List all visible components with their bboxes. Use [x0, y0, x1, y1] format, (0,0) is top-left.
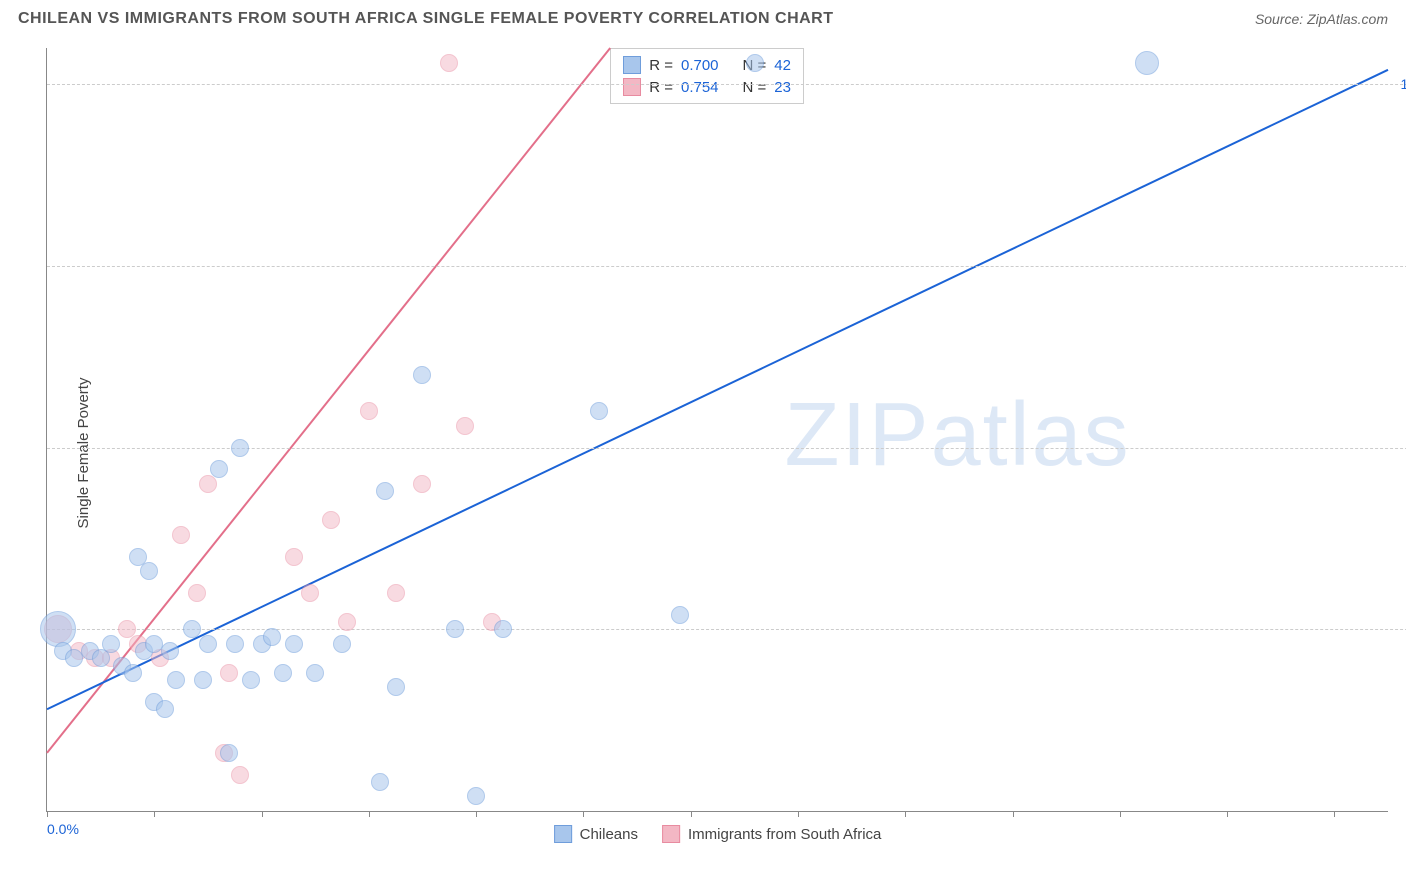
- data-point: [467, 787, 485, 805]
- data-point: [590, 402, 608, 420]
- data-point: [220, 664, 238, 682]
- data-point: [210, 460, 228, 478]
- data-point: [102, 635, 120, 653]
- x-tick: [47, 811, 48, 817]
- chart-header: CHILEAN VS IMMIGRANTS FROM SOUTH AFRICA …: [0, 0, 1406, 34]
- gridline: [47, 84, 1406, 85]
- data-point: [274, 664, 292, 682]
- data-point: [671, 606, 689, 624]
- data-point: [231, 439, 249, 457]
- n-label: N =: [743, 79, 767, 96]
- data-point: [446, 620, 464, 638]
- watermark-text: ZIPatlas: [785, 384, 1131, 487]
- data-point: [371, 773, 389, 791]
- chart-title: CHILEAN VS IMMIGRANTS FROM SOUTH AFRICA …: [18, 10, 834, 28]
- legend-label: Immigrants from South Africa: [688, 826, 881, 843]
- data-point: [231, 766, 249, 784]
- n-value: 42: [774, 57, 791, 74]
- data-point: [285, 635, 303, 653]
- data-point: [338, 613, 356, 631]
- data-point: [322, 511, 340, 529]
- x-tick: [691, 811, 692, 817]
- data-point: [360, 402, 378, 420]
- swatch-icon: [554, 825, 572, 843]
- data-point: [220, 744, 238, 762]
- data-point: [140, 562, 158, 580]
- chart-area: Single Female Poverty ZIPatlas R = 0.700…: [0, 38, 1406, 868]
- gridline: [47, 448, 1406, 449]
- x-tick: [798, 811, 799, 817]
- swatch-icon: [623, 56, 641, 74]
- legend-label: Chileans: [580, 826, 638, 843]
- data-point: [188, 584, 206, 602]
- data-point: [183, 620, 201, 638]
- data-point: [242, 671, 260, 689]
- gridline: [47, 629, 1406, 630]
- x-tick: [583, 811, 584, 817]
- source-name: ZipAtlas.com: [1307, 11, 1388, 27]
- series-legend: Chileans Immigrants from South Africa: [554, 825, 882, 843]
- r-label: R =: [649, 79, 673, 96]
- swatch-icon: [623, 78, 641, 96]
- data-point: [746, 54, 764, 72]
- data-point: [199, 635, 217, 653]
- data-point: [456, 417, 474, 435]
- data-point: [301, 584, 319, 602]
- x-tick: [1013, 811, 1014, 817]
- legend-row-south-africa: R = 0.754 N = 23: [623, 76, 791, 98]
- data-point: [387, 584, 405, 602]
- data-point: [387, 678, 405, 696]
- legend-item-chileans: Chileans: [554, 825, 638, 843]
- x-tick: [369, 811, 370, 817]
- plot-region: ZIPatlas R = 0.700 N = 42 R = 0.754 N = …: [46, 48, 1388, 812]
- trend-lines: [47, 48, 1388, 811]
- r-value: 0.754: [681, 79, 719, 96]
- r-label: R =: [649, 57, 673, 74]
- data-point: [285, 548, 303, 566]
- data-point: [494, 620, 512, 638]
- data-point: [167, 671, 185, 689]
- x-tick: [905, 811, 906, 817]
- x-tick: [1120, 811, 1121, 817]
- legend-item-south-africa: Immigrants from South Africa: [662, 825, 881, 843]
- legend-row-chileans: R = 0.700 N = 42: [623, 54, 791, 76]
- data-point: [226, 635, 244, 653]
- x-tick: [1334, 811, 1335, 817]
- data-point: [1135, 51, 1159, 75]
- y-tick-label: 100.0%: [1401, 76, 1406, 92]
- x-axis-zero: 0.0%: [47, 821, 79, 837]
- r-value: 0.700: [681, 57, 719, 74]
- data-point: [306, 664, 324, 682]
- data-point: [161, 642, 179, 660]
- x-tick: [1227, 811, 1228, 817]
- swatch-icon: [662, 825, 680, 843]
- data-point: [194, 671, 212, 689]
- source-prefix: Source:: [1255, 11, 1307, 27]
- n-value: 23: [774, 79, 791, 96]
- data-point: [172, 526, 190, 544]
- data-point: [40, 611, 76, 647]
- data-point: [124, 664, 142, 682]
- x-tick: [154, 811, 155, 817]
- data-point: [263, 628, 281, 646]
- data-point: [376, 482, 394, 500]
- data-point: [333, 635, 351, 653]
- data-point: [440, 54, 458, 72]
- x-tick: [262, 811, 263, 817]
- data-point: [413, 475, 431, 493]
- data-point: [156, 700, 174, 718]
- gridline: [47, 266, 1406, 267]
- correlation-legend: R = 0.700 N = 42 R = 0.754 N = 23: [610, 48, 804, 104]
- source-attribution: Source: ZipAtlas.com: [1255, 11, 1388, 27]
- x-tick: [476, 811, 477, 817]
- data-point: [413, 366, 431, 384]
